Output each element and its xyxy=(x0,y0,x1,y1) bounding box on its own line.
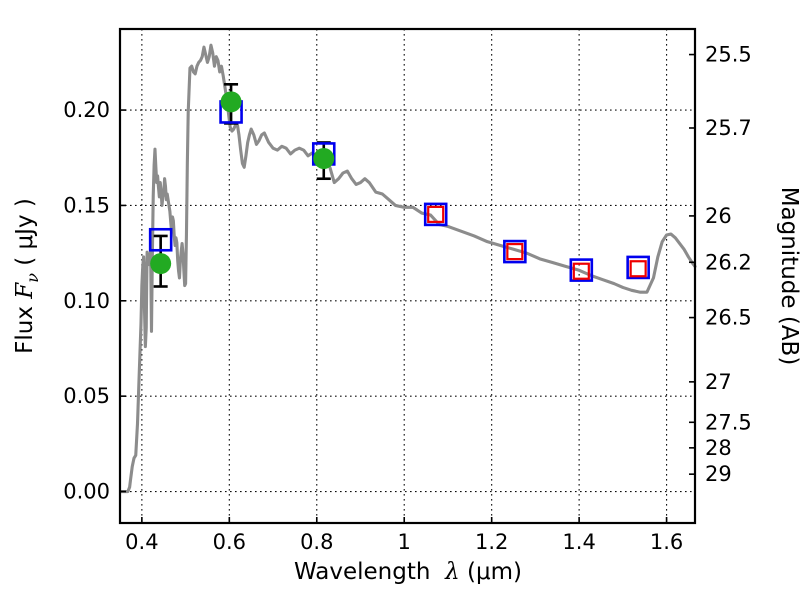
model-spectrum-curve xyxy=(119,43,697,494)
y2-tickmarks xyxy=(689,53,695,475)
y2-ticklabel: 29 xyxy=(705,462,732,486)
y2-ticklabel: 26.5 xyxy=(705,306,752,330)
y2-ticklabel: 27 xyxy=(705,370,732,394)
axes-background xyxy=(120,29,695,523)
y-tickmarks xyxy=(120,109,126,493)
y-ticklabel: 0.00 xyxy=(63,480,110,504)
y2-ticklabel: 28 xyxy=(705,436,732,460)
y2-ticklabel: 26.2 xyxy=(705,250,752,274)
model-photometry-blue-squares xyxy=(148,100,650,282)
y2-ticklabel: 27.5 xyxy=(705,410,752,434)
y-ticklabel: 0.15 xyxy=(63,193,110,217)
observed-flux-marker xyxy=(150,253,172,275)
model-flux-marker-red xyxy=(572,262,590,280)
y2-ticklabel: 26 xyxy=(705,204,732,228)
y-ticklabels: 0.00 0.05 0.10 0.15 0.20 xyxy=(63,98,110,503)
axes-frame xyxy=(118,27,697,525)
model-flux-marker-blue xyxy=(423,202,448,227)
y-ticklabel: 0.10 xyxy=(63,289,110,313)
y2-axis-title: Magnitude (AB) xyxy=(776,187,800,366)
model-flux-marker-blue xyxy=(626,255,650,280)
model-flux-marker-blue xyxy=(148,227,173,252)
model-flux-marker-blue xyxy=(569,258,594,282)
x-ticklabels: 0.4 0.6 0.8 1 1.2 1.4 1.6 xyxy=(125,530,683,554)
x-ticklabel: 0.6 xyxy=(213,530,246,554)
y-axis-title: Flux Fν ( μJy ) xyxy=(12,198,42,354)
x-ticklabel: 1.4 xyxy=(562,530,595,554)
y-axis-title-sub: ν xyxy=(23,273,42,283)
x-axis-title-symbol: λ xyxy=(444,559,460,585)
y-axis-title-text: Flux xyxy=(12,306,38,354)
x-ticklabel: 0.4 xyxy=(125,530,158,554)
x-axis-title-text: Wavelength xyxy=(294,559,430,585)
y2-ticklabel: 25.5 xyxy=(705,43,752,67)
model-flux-marker-red xyxy=(427,205,445,223)
y2-ticklabel: 25.7 xyxy=(705,116,752,140)
model-flux-marker-red xyxy=(629,260,647,278)
spectrum-line xyxy=(119,43,697,494)
x-ticklabel: 0.8 xyxy=(300,530,333,554)
x-axis-title: Wavelength λ (μm) xyxy=(294,559,522,585)
y-axis-title-symbol: F xyxy=(12,282,38,300)
observed-photometry-circles xyxy=(150,91,335,275)
observed-flux-marker xyxy=(220,91,242,113)
x-ticklabel: 1.2 xyxy=(475,530,508,554)
x-ticklabel: 1 xyxy=(398,530,411,554)
model-flux-marker-blue xyxy=(503,239,527,264)
y-ticklabel: 0.20 xyxy=(63,98,110,122)
model-photometry-red-squares xyxy=(427,205,647,280)
x-ticklabel: 1.6 xyxy=(650,530,683,554)
observed-flux-marker xyxy=(313,148,335,170)
x-axis-title-unit: (μm) xyxy=(467,559,522,585)
model-flux-marker-red xyxy=(506,242,524,261)
y-gridlines xyxy=(120,109,695,493)
x-tickmarks xyxy=(141,517,668,523)
y-axis-title-unit: ( μJy ) xyxy=(12,198,38,266)
y-ticklabel: 0.05 xyxy=(63,384,110,408)
